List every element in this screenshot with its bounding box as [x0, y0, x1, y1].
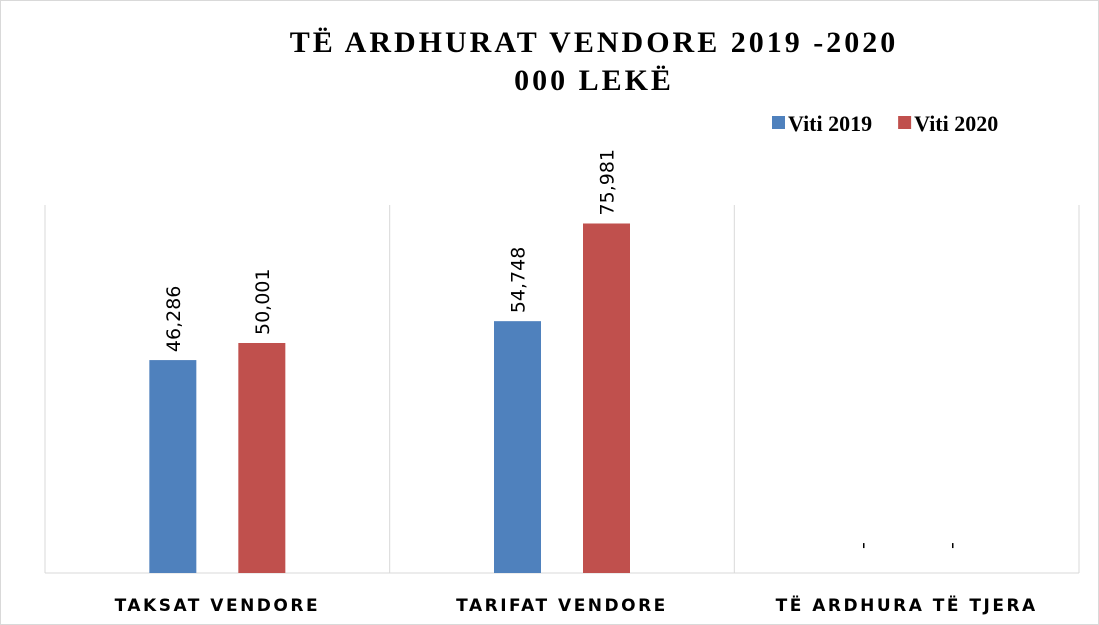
- bar: [494, 321, 541, 573]
- bar: [149, 360, 197, 573]
- x-tick-label: TAKSAT VENDORE: [115, 596, 320, 616]
- legend-swatch: [772, 116, 785, 129]
- data-label: 75,981: [597, 149, 619, 215]
- legend-label: Viti 2019: [788, 111, 872, 136]
- chart-title: TË ARDHURAT VENDORE 2019 -2020: [290, 26, 898, 59]
- legend-swatch: [898, 116, 912, 129]
- legend-label: Viti 2020: [914, 111, 998, 136]
- x-tick-label: TARIFAT VENDORE: [456, 596, 668, 616]
- data-label: -: [941, 542, 963, 549]
- data-label: -: [852, 542, 874, 549]
- data-label: 54,748: [508, 247, 530, 313]
- data-label: 46,286: [163, 286, 185, 352]
- chart-subtitle: 000 LEKË: [514, 64, 674, 97]
- x-tick-label: TË ARDHURA TË TJERA: [776, 594, 1038, 616]
- bar: [583, 223, 630, 573]
- bar: [238, 342, 286, 573]
- data-label: 50,001: [252, 269, 274, 335]
